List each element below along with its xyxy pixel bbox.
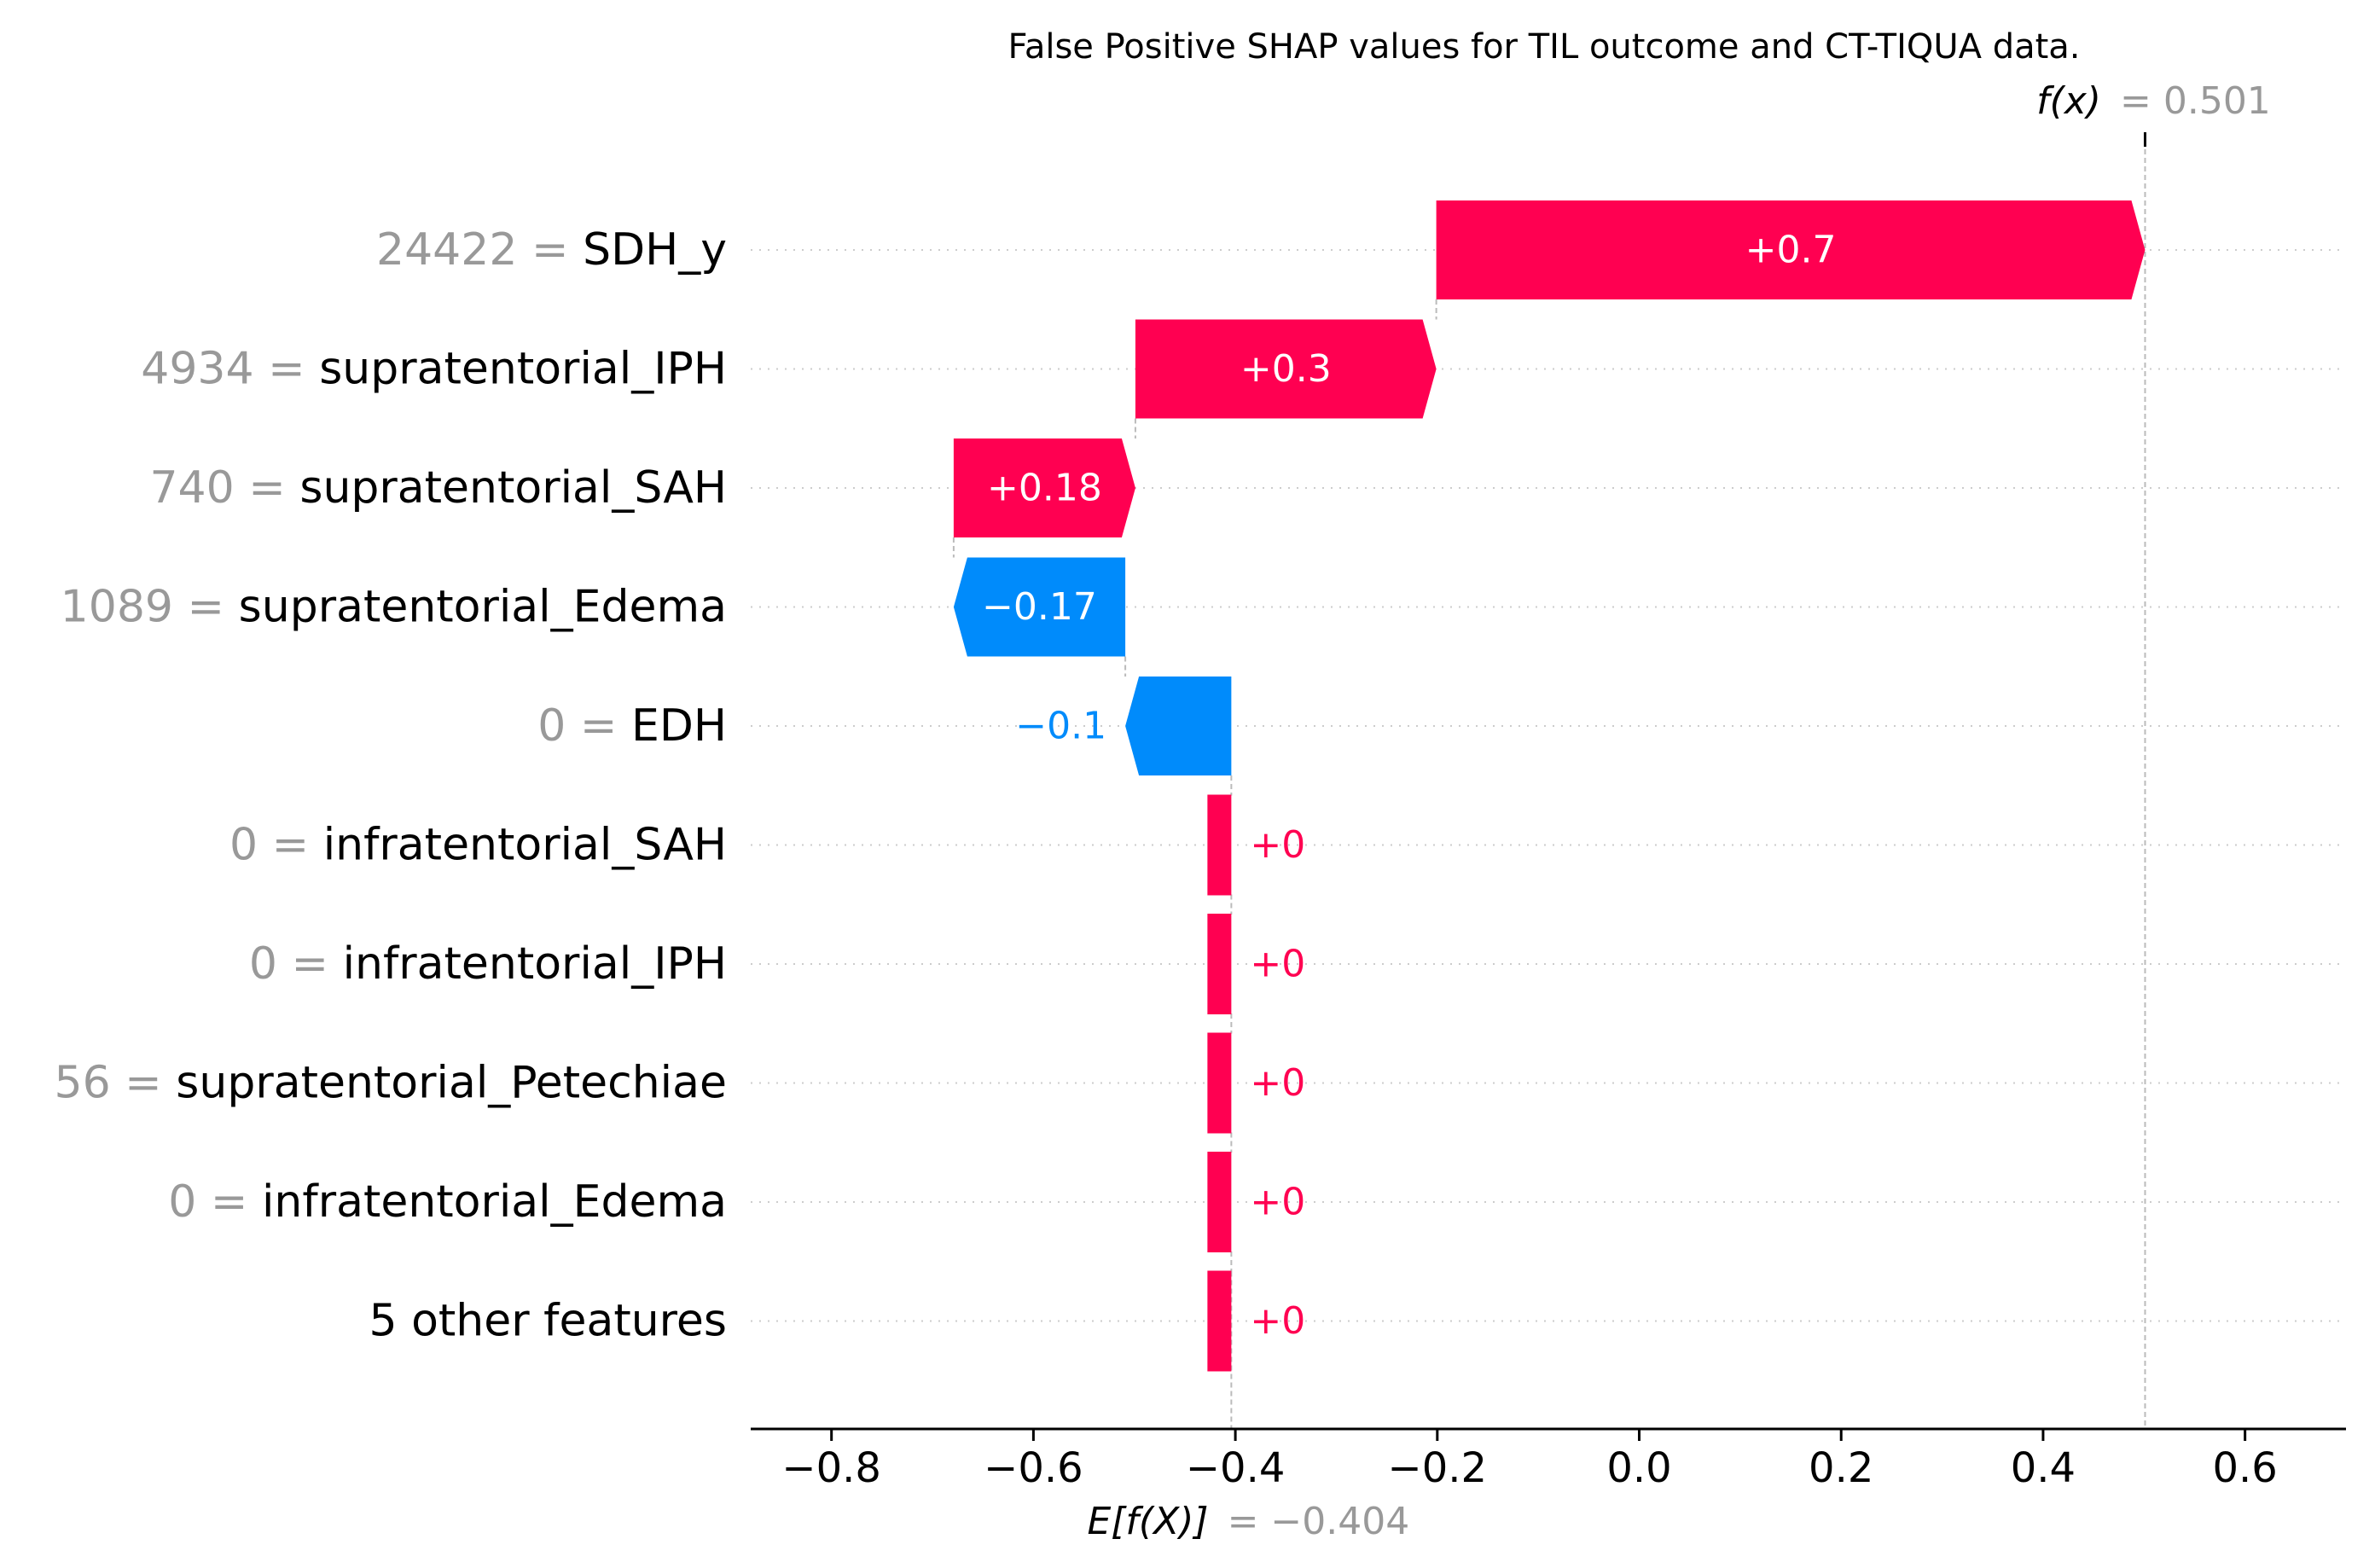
base-value: = −0.404 — [1228, 1500, 1410, 1543]
feature-value: 1089 = — [61, 582, 239, 633]
feature-value: 0 = — [229, 820, 323, 871]
bar-value-label: −0.1 — [1015, 705, 1106, 748]
x-tick-label: −0.6 — [984, 1444, 1083, 1492]
x-tick-label: 0.2 — [1809, 1444, 1873, 1492]
bar — [953, 438, 1135, 537]
feature-name: supratentorial_SAH — [299, 462, 727, 514]
chart-title: False Positive SHAP values for TIL outco… — [1007, 27, 2080, 67]
feature-value: 56 = — [54, 1058, 176, 1109]
feature-name: EDH — [631, 700, 727, 752]
base-label: E[f(X)] — [1087, 1500, 1208, 1543]
bar — [1207, 1270, 1232, 1372]
feature-label: 1089 = supratentorial_Edema — [61, 582, 727, 633]
x-tick-label: 0.0 — [1606, 1444, 1671, 1492]
feature-name: supratentorial_Edema — [239, 582, 727, 633]
feature-label: 740 = supratentorial_SAH — [149, 462, 727, 514]
output-value: = 0.501 — [2120, 79, 2271, 123]
bar — [1436, 200, 2146, 299]
bar-value-label: +0.3 — [1240, 347, 1332, 391]
feature-value: 0 = — [249, 938, 343, 990]
feature-name: infratentorial_IPH — [343, 938, 727, 990]
bar — [953, 557, 1126, 657]
bar — [1135, 319, 1437, 419]
feature-label: 4934 = supratentorial_IPH — [141, 344, 727, 395]
feature-value: 740 = — [149, 462, 299, 514]
bar-value-label: +0 — [1250, 1299, 1305, 1343]
base-value-annotation: E[f(X)] = −0.404 — [1087, 1500, 1409, 1543]
feature-label: 0 = EDH — [537, 700, 727, 752]
bar-value-label: +0 — [1250, 823, 1305, 867]
bar-value-label: +0.7 — [1745, 229, 1837, 272]
feature-label: 56 = supratentorial_Petechiae — [54, 1058, 727, 1109]
feature-name: 5 other features — [369, 1296, 727, 1347]
bar-value-label: +0 — [1250, 1181, 1305, 1224]
feature-value: 24422 = — [376, 224, 583, 276]
feature-name: supratentorial_IPH — [319, 344, 727, 395]
bar-value-label: +0.18 — [987, 467, 1102, 510]
y-axis-labels: 24422 = SDH_y 4934 = supratentorial_IPH 74… — [54, 224, 727, 1347]
feature-value: 4934 = — [141, 344, 319, 395]
bars — [953, 200, 2146, 1372]
feature-label: 0 = infratentorial_IPH — [249, 938, 727, 990]
bar — [1125, 677, 1232, 775]
feature-name: SDH_y — [583, 224, 727, 276]
bar-value-labels: +0.7 +0.3 +0.18 −0.17 −0.1 +0 +0 +0 +0 +0 — [982, 229, 1836, 1344]
bar-value-label: −0.17 — [982, 585, 1097, 629]
gridlines — [751, 249, 2346, 1322]
x-tick-label: −0.2 — [1388, 1444, 1488, 1492]
bar — [1207, 1152, 1232, 1252]
feature-value: 0 = — [168, 1176, 262, 1228]
feature-value: 0 = — [537, 700, 631, 752]
feature-name: infratentorial_SAH — [323, 820, 727, 871]
feature-label: 5 other features — [369, 1296, 727, 1347]
bar-value-label: +0 — [1250, 943, 1305, 986]
feature-name: infratentorial_Edema — [262, 1176, 727, 1228]
feature-label: 24422 = SDH_y — [376, 224, 727, 276]
bar-value-label: +0 — [1250, 1061, 1305, 1105]
connector-lines — [952, 141, 2146, 1429]
output-value-annotation: f(x) = 0.501 — [2036, 79, 2271, 123]
feature-label: 0 = infratentorial_SAH — [229, 820, 727, 871]
x-tick-label: 0.4 — [2011, 1444, 2076, 1492]
bar — [1207, 794, 1232, 896]
feature-label: 0 = infratentorial_Edema — [168, 1176, 727, 1228]
bar — [1207, 914, 1232, 1014]
bar — [1207, 1032, 1232, 1134]
output-label: f(x) — [2036, 79, 2101, 123]
x-axis-ticks: −0.8 −0.6 −0.4 −0.2 0.0 0.2 0.4 0.6 — [781, 1429, 2278, 1492]
x-tick-label: −0.4 — [1186, 1444, 1286, 1492]
x-tick-label: −0.8 — [781, 1444, 881, 1492]
x-tick-label: 0.6 — [2212, 1444, 2277, 1492]
feature-name: supratentorial_Petechiae — [176, 1058, 727, 1109]
